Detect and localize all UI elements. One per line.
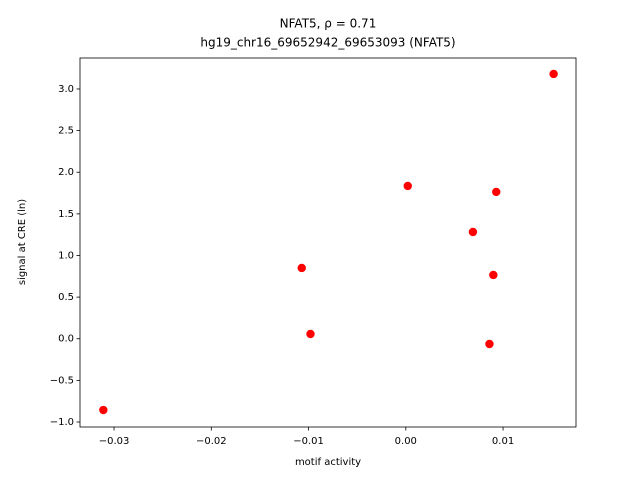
- point: [549, 69, 558, 79]
- point: [485, 339, 494, 349]
- y-axis-label: signal at CRE (ln): [17, 199, 28, 285]
- chart-title: NFAT5, ρ = 0.71: [280, 17, 377, 31]
- point: [489, 270, 498, 280]
- x-tick-label: −0.03: [99, 436, 130, 447]
- x-tick-label: −0.01: [293, 436, 324, 447]
- point: [468, 227, 478, 237]
- point: [306, 329, 315, 339]
- y-tick-label: −0.5: [50, 375, 74, 386]
- y-tick-label: 1.5: [58, 209, 74, 220]
- point: [492, 187, 501, 197]
- y-tick-label: −1.0: [50, 417, 74, 428]
- y-tick-label: 2.0: [58, 167, 74, 178]
- y-tick-label: 1.0: [58, 250, 74, 261]
- y-tick-label: 0.5: [58, 292, 74, 303]
- x-tick-label: 0.01: [492, 436, 514, 447]
- x-tick-label: −0.02: [196, 436, 227, 447]
- y-tick-label: 0.0: [58, 334, 74, 345]
- x-tick-label: 0.00: [395, 436, 417, 447]
- point: [99, 405, 108, 415]
- plot-frame: [79, 57, 577, 428]
- x-axis-label: motif activity: [295, 457, 361, 468]
- point: [297, 263, 306, 273]
- point: [403, 181, 412, 191]
- chart-subtitle: hg19_chr16_69652942_69653093 (NFAT5): [200, 36, 455, 50]
- y-tick-label: 3.0: [58, 84, 74, 95]
- y-tick-label: 2.5: [58, 126, 74, 137]
